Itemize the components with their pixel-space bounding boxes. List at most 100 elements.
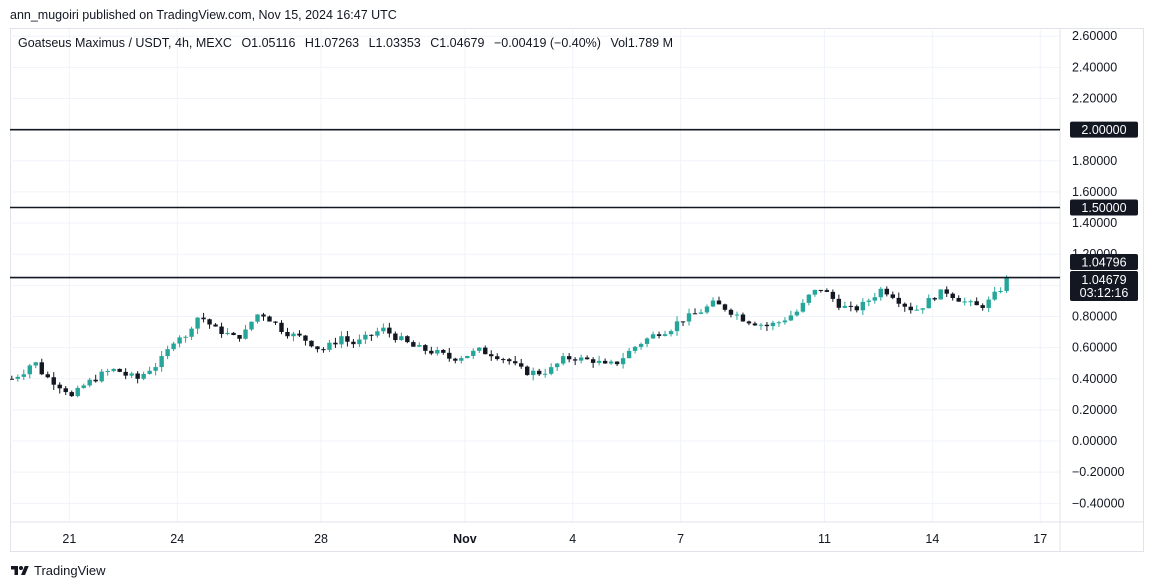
x-tick-label: 11 xyxy=(818,532,831,546)
x-tick-label: 17 xyxy=(1033,532,1047,546)
candle-body xyxy=(680,321,686,323)
candle-body xyxy=(908,306,913,311)
candle-body xyxy=(878,288,884,298)
candle-body xyxy=(45,374,50,378)
footer-brand[interactable]: TradingView xyxy=(10,563,106,578)
level-badge-label: 1.50000 xyxy=(1081,201,1126,215)
candle-body xyxy=(728,309,734,315)
candle-body xyxy=(435,349,440,354)
y-tick-label: 0.40000 xyxy=(1072,372,1117,386)
candle-body xyxy=(237,335,242,339)
candle-body xyxy=(507,359,512,362)
candle-body xyxy=(195,317,200,329)
candle-body xyxy=(93,379,98,382)
candle-body xyxy=(207,319,212,325)
candle-body xyxy=(147,370,152,374)
candle-body xyxy=(153,367,158,371)
candle-body xyxy=(441,349,446,353)
x-tick-label: 14 xyxy=(925,532,939,546)
level-badge-label: 2.00000 xyxy=(1081,123,1126,137)
candle-body xyxy=(513,361,518,364)
candle-body xyxy=(620,358,626,365)
candle-body xyxy=(866,300,872,302)
candle-body xyxy=(782,320,788,323)
candle-body xyxy=(902,303,907,307)
y-tick-label: 0.00000 xyxy=(1072,434,1117,448)
candle-body xyxy=(938,289,943,300)
candle-body xyxy=(333,342,338,345)
candle-body xyxy=(381,327,386,332)
candle-body xyxy=(129,373,134,376)
candle-body xyxy=(650,334,656,339)
candle-body xyxy=(692,313,698,315)
candle-body xyxy=(399,336,404,341)
candle-body xyxy=(393,333,398,341)
price-chart[interactable]: 2.60000 2.40000 2.20000 2.00000 1.80000 1.600… xyxy=(10,28,1144,552)
candle-body xyxy=(968,301,973,303)
candle-body xyxy=(10,378,14,380)
level-badge xyxy=(1070,121,1138,138)
candle-body xyxy=(854,306,860,311)
legend-high: H1.07263 xyxy=(304,36,360,50)
candle-body xyxy=(734,314,740,316)
candle-body xyxy=(465,355,470,359)
candle-body xyxy=(632,346,638,351)
y-tick-label: 1.60000 xyxy=(1072,185,1117,199)
y-tick-label: 1.80000 xyxy=(1072,154,1117,168)
candle-body xyxy=(123,371,128,376)
candle-body xyxy=(279,322,284,332)
candle-body xyxy=(722,304,728,310)
price-badge-high-label: 1.04796 xyxy=(1081,256,1126,270)
candle-body xyxy=(560,356,566,364)
candle-body xyxy=(405,336,410,343)
x-tick-label: 7 xyxy=(677,532,684,546)
price-badge-current-label: 1.04679 xyxy=(1081,273,1126,287)
candle-body xyxy=(812,289,818,295)
candle-body xyxy=(824,290,830,292)
candle-body xyxy=(291,333,296,337)
candle-body xyxy=(297,333,302,336)
candle-body xyxy=(962,301,967,303)
candle-body xyxy=(626,350,632,359)
candle-body xyxy=(896,297,901,304)
x-tick-label: 28 xyxy=(314,532,328,546)
candle-body xyxy=(243,329,248,339)
tradingview-logo-icon xyxy=(11,565,29,575)
candle-body xyxy=(776,322,782,324)
candle-body xyxy=(584,357,590,360)
candle-body xyxy=(800,302,806,312)
y-tick-label: 2.20000 xyxy=(1072,92,1117,106)
candle-body xyxy=(950,293,955,298)
candle-body xyxy=(914,309,919,311)
candle-body xyxy=(171,343,176,350)
candle-body xyxy=(165,349,170,357)
candle-body xyxy=(926,298,931,309)
legend-low: L1.03353 xyxy=(368,36,421,50)
candle-body xyxy=(704,306,710,313)
candle-body xyxy=(686,313,692,322)
candle-body xyxy=(542,373,548,375)
candle-body xyxy=(363,334,368,340)
candle-body xyxy=(536,370,542,375)
candle-body xyxy=(159,356,164,368)
candle-body xyxy=(453,358,458,361)
x-tick-label: Nov xyxy=(453,532,477,546)
candle-body xyxy=(99,371,104,382)
y-tick-label: 2.60000 xyxy=(1072,29,1117,43)
candle-body xyxy=(489,354,494,357)
candle-body xyxy=(836,298,842,308)
candle-body xyxy=(375,331,380,336)
candle-body xyxy=(525,366,530,376)
candle-body xyxy=(554,363,560,368)
candle-body xyxy=(656,334,662,336)
candle-body xyxy=(315,346,320,350)
candle-body xyxy=(225,332,230,335)
candle-body xyxy=(231,332,236,336)
candle-body xyxy=(27,365,32,375)
candle-body xyxy=(189,328,194,337)
candle-body xyxy=(447,352,452,359)
candle-body xyxy=(668,331,674,335)
candle-body xyxy=(662,334,668,336)
candle-body xyxy=(177,337,182,344)
y-tick-label: −0.40000 xyxy=(1072,496,1125,510)
